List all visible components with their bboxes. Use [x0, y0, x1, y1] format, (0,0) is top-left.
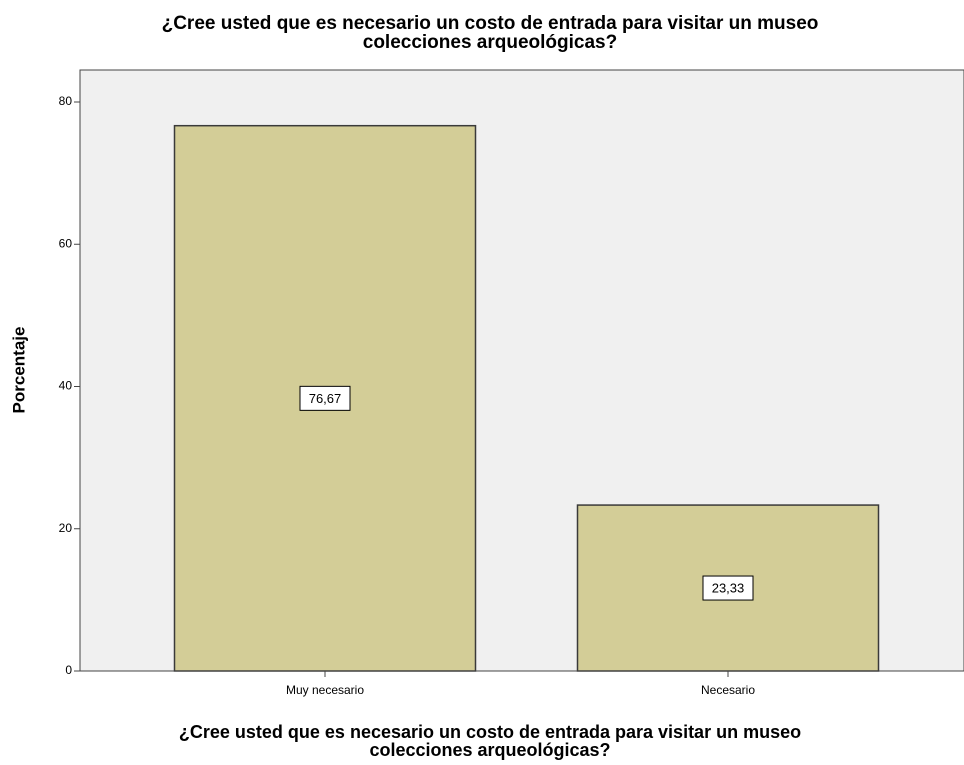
value-label: 76,67	[309, 391, 342, 406]
value-label-box	[702, 575, 754, 601]
chart-title: ¿Cree usted que es necesario un costo de…	[161, 13, 819, 53]
y-tick-label: 20	[59, 521, 73, 535]
y-tick-label: 60	[59, 236, 73, 250]
y-axis-title: Porcentaje	[9, 327, 28, 414]
value-label-box	[299, 385, 351, 411]
y-tick-label: 0	[65, 663, 72, 677]
x-tick-label: Necesario	[701, 683, 755, 697]
x-tick-label: Muy necesario	[286, 683, 364, 697]
x-axis-title: ¿Cree usted que es necesario un costo de…	[178, 722, 802, 760]
y-tick-label: 80	[59, 94, 73, 108]
value-label: 23,33	[712, 580, 745, 595]
y-tick-label: 40	[59, 379, 73, 393]
bar	[173, 124, 477, 672]
